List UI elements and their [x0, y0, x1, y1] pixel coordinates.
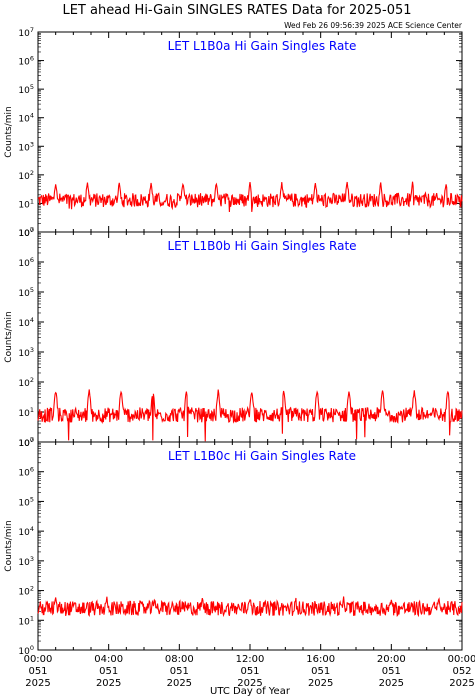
- x-tick-label-doy: 051: [311, 666, 330, 677]
- x-tick-label-doy: 051: [28, 666, 47, 677]
- x-tick-label-time: 00:00: [448, 654, 475, 665]
- y-tick-label: 104: [18, 316, 34, 329]
- panel-title: LET L1B0c Hi Gain Singles Rate: [168, 449, 356, 463]
- y-axis-label: Counts/min: [4, 520, 14, 571]
- y-tick-label: 100: [18, 226, 34, 239]
- y-tick-label: 103: [18, 346, 34, 359]
- series-line: [37, 389, 463, 442]
- x-tick-label-doy: 051: [382, 666, 401, 677]
- y-tick-label: 101: [18, 614, 34, 627]
- x-tick-label-time: 04:00: [94, 654, 123, 665]
- y-tick-label: 104: [18, 112, 34, 125]
- y-tick-label: 107: [18, 226, 34, 239]
- series-line: [37, 181, 463, 213]
- y-tick-label: 105: [18, 83, 34, 96]
- y-tick-label: 105: [18, 495, 34, 508]
- y-tick-label: 106: [18, 256, 34, 269]
- panel-title: LET L1B0b Hi Gain Singles Rate: [167, 239, 356, 253]
- y-tick-label: 105: [18, 286, 34, 299]
- x-tick-label-time: 00:00: [24, 654, 53, 665]
- x-tick-label-time: 16:00: [306, 654, 335, 665]
- y-axis-label: Counts/min: [4, 311, 14, 362]
- chart-title: LET ahead Hi-Gain SINGLES RATES Data for…: [62, 3, 411, 18]
- x-tick-label-year: 2025: [167, 678, 192, 689]
- panel-2: 100 101 102 103 104 105 106 107 Counts/min LET L1…: [4, 226, 463, 449]
- x-tick-label-doy: 052: [452, 666, 471, 677]
- y-tick-label: 102: [18, 585, 34, 598]
- x-tick-label-time: 12:00: [236, 654, 265, 665]
- y-axis-label: Counts/min: [4, 106, 14, 157]
- y-tick-label: 101: [18, 406, 34, 419]
- x-tick-label-doy: 051: [99, 666, 118, 677]
- panel-title: LET L1B0a Hi Gain Singles Rate: [168, 39, 357, 53]
- panel-3: 100 101 102 103 104 105 106 107 Counts/min LET L1…: [4, 436, 463, 657]
- y-tick-label: 101: [18, 197, 34, 210]
- y-tick-label: 103: [18, 140, 34, 153]
- y-tick-label: 106: [18, 466, 34, 479]
- x-tick-label-time: 20:00: [377, 654, 406, 665]
- y-tick-label: 100: [18, 644, 34, 657]
- y-tick-label: 100: [18, 436, 34, 449]
- y-tick-label: 103: [18, 555, 34, 568]
- y-tick-label: 102: [18, 376, 34, 389]
- x-tick-label-year: 2025: [379, 678, 404, 689]
- timestamp-label: Wed Feb 26 09:56:39 2025 ACE Science Cen…: [284, 21, 463, 30]
- x-tick-label-time: 08:00: [165, 654, 194, 665]
- panel-1: 100 101 102 103 104 105 106 107 Counts/min LET L1…: [4, 26, 463, 239]
- y-tick-label: 107: [18, 26, 34, 39]
- y-tick-label: 106: [18, 55, 34, 68]
- y-tick-label: 104: [18, 525, 34, 538]
- y-tick-label: 102: [18, 169, 34, 182]
- x-tick-label-year: 2025: [25, 678, 50, 689]
- y-tick-label: 107: [18, 436, 34, 449]
- panel-frame: [37, 441, 463, 651]
- x-tick-label-doy: 051: [240, 666, 259, 677]
- series-line: [37, 596, 463, 618]
- x-tick-label-year: 2025: [449, 678, 474, 689]
- x-tick-label-year: 2025: [237, 678, 262, 689]
- x-axis-label: UTC Day of Year: [210, 686, 291, 697]
- x-tick-label-year: 2025: [96, 678, 121, 689]
- x-tick-label-doy: 051: [170, 666, 189, 677]
- x-tick-label-year: 2025: [308, 678, 333, 689]
